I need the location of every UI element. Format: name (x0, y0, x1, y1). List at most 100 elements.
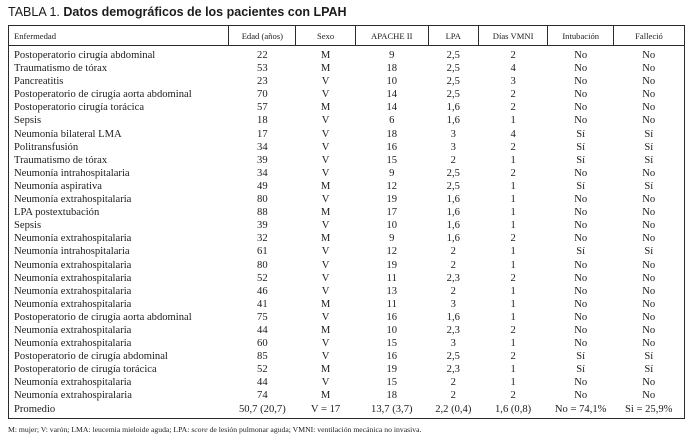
table-cell: No (574, 102, 588, 114)
table-cell: No (574, 207, 588, 219)
table-row: Sepsis 18 V 6 1,6 1 No No (9, 114, 685, 127)
table-cell: 2,2 (0,4) (435, 403, 472, 415)
table-cell: No (574, 76, 588, 88)
table-cell: 53 (257, 63, 268, 75)
table-cell: Sí (576, 351, 586, 363)
table-cell: 3 (450, 141, 456, 153)
table-cell: 2,5 (446, 351, 460, 363)
table-cell: V (321, 154, 330, 166)
table-cell: 22 (257, 50, 268, 61)
table-cell: No (642, 115, 656, 127)
table-cell: Sepsis (14, 220, 42, 232)
table-row: Neumonía bilateral LMA 17 V 18 3 4 Sí Sí (9, 128, 685, 141)
table-cell: V (321, 351, 330, 363)
table-cell: 15 (386, 338, 398, 350)
table-cell: 10 (386, 324, 398, 336)
table-cell: 39 (257, 154, 268, 166)
table-row: Neumonía extrahospitalaria 80 V 19 1,6 1 No No (9, 193, 685, 206)
table-cell: V (321, 89, 330, 101)
table-cell: Si = 25,9% (625, 403, 673, 415)
table-row: Politransfusión 34 V 16 3 2 Sí Sí (9, 141, 685, 154)
table-cell: No (574, 285, 588, 297)
table-cell: 2 (450, 246, 456, 258)
table-cell: 61 (257, 246, 268, 258)
table-cell: Postoperatorio de cirugía aorta abdomina… (14, 311, 192, 323)
table-cell: 3 (510, 76, 516, 88)
table-cell: 2 (510, 324, 516, 336)
table-cell: 2 (510, 390, 516, 402)
table-cell: 1 (510, 311, 516, 323)
table-cell: 2 (510, 233, 516, 245)
table-cell: 80 (257, 194, 268, 206)
table-cell: 1,6 (446, 102, 460, 114)
table-cell: 34 (257, 141, 268, 153)
table-cell: No (642, 50, 656, 61)
table-cell: 2 (510, 272, 516, 284)
column-header: Sexo (295, 25, 356, 46)
table-row: Neumonía extrahospitalaria 80 V 19 2 1 No No (9, 259, 685, 272)
table-cell: 19 (386, 364, 398, 376)
table-row: Postoperatorio de cirugía aorta abdomina… (9, 88, 685, 101)
table-cell: 75 (257, 311, 268, 323)
table-cell: No (642, 377, 656, 389)
table-cell: 2,5 (446, 76, 460, 88)
table-cell: No (642, 390, 656, 402)
table-cell: 1 (510, 207, 516, 219)
table-cell: Neumonía extrahospitalaria (14, 324, 132, 336)
table-cell: 2,5 (446, 89, 460, 101)
table-cell: 14 (386, 89, 398, 101)
table-cell: 2 (510, 351, 516, 363)
table-cell: Sí (644, 246, 654, 258)
table-cell: V (321, 377, 330, 389)
table-cell: 2,3 (446, 324, 460, 336)
table-cell: 85 (257, 351, 268, 363)
table-cell: No (642, 167, 656, 179)
table-body: Postoperatorio cirugía abdominal 22 M 9 2,5 2… (9, 46, 685, 419)
table-cell: Neumonía intrahospitalaria (14, 246, 130, 258)
table-cell: 16 (386, 311, 398, 323)
table-cell: 15 (386, 154, 398, 166)
table-row: Postoperatorio cirugía abdominal 22 M 9 2,5 2… (9, 46, 685, 63)
column-header: Intubación (547, 25, 614, 46)
table-cell: M (320, 324, 331, 336)
table-cell: 11 (386, 272, 397, 284)
table-cell: No (642, 259, 656, 271)
table-cell: 49 (257, 180, 268, 192)
table-cell: 17 (386, 207, 398, 219)
table-cell: 9 (389, 167, 395, 179)
table-cell: Sí (576, 128, 586, 140)
table-cell: 16 (386, 351, 398, 363)
table-cell: 3 (450, 338, 456, 350)
table-cell: 13,7 (3,7) (371, 403, 413, 415)
table-row: Neumonía aspirativa 49 M 12 2,5 1 Sí Sí (9, 180, 685, 193)
table-cell: 46 (257, 285, 268, 297)
table-row: Postoperatorio de cirugía aorta abdomina… (9, 311, 685, 324)
table-cell: M (320, 50, 331, 61)
table-cell: No (642, 324, 656, 336)
table-cell: M (320, 364, 331, 376)
table-cell: 1 (510, 364, 516, 376)
table-cell: Sí (644, 364, 654, 376)
table-cell: 80 (257, 259, 268, 271)
table-cell: 2,5 (446, 63, 460, 75)
table-cell: 4 (510, 63, 516, 75)
table-cell: M (320, 390, 331, 402)
table-row: Neumonía extrahospitalaria 41 M 11 3 1 No No (9, 298, 685, 311)
table-cell: 2 (510, 167, 516, 179)
table-cell: No (642, 63, 656, 75)
table-cell: V (321, 76, 330, 88)
table-cell: No (574, 324, 588, 336)
table-cell: V (321, 311, 330, 323)
table-cell: 2,5 (446, 180, 460, 192)
table-cell: Neumonía extrahospitalaria (14, 194, 132, 206)
table-cell: Neumonía aspirativa (14, 180, 102, 192)
table-row: Postoperatorio de cirugía torácica 52 M 19 2… (9, 363, 685, 376)
table-row: Neumonía extrahospiralaria 74 M 18 2 2 No No (9, 389, 685, 402)
table-cell: 2 (450, 377, 456, 389)
table-cell: No (574, 338, 588, 350)
table-cell: 60 (257, 338, 268, 350)
table-cell: Traumatismo de tórax (14, 63, 108, 75)
table-cell: 1,6 (0,8) (495, 403, 532, 415)
table-cell: 1,6 (446, 207, 460, 219)
